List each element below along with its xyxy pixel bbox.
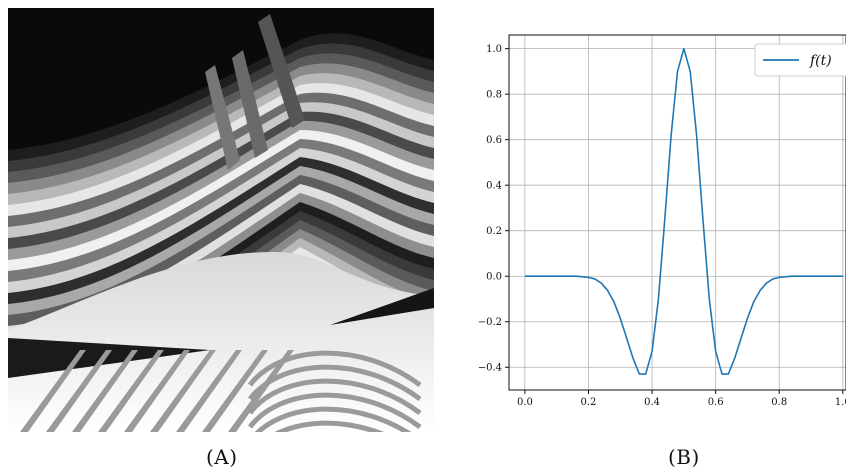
sediment-layer xyxy=(8,92,434,230)
series-line-f-t xyxy=(524,47,843,375)
line-chart: 0.0 0.2 0.4 0.6 0.8 1.0 −0.4 −0.2 0.0 0.2 0.4 0.6 0.… xyxy=(478,34,846,408)
y-tick-label: 1.0 xyxy=(486,44,502,55)
x-tick-label: 0.8 xyxy=(771,397,787,408)
sediment-layer xyxy=(8,33,434,165)
arc-stripe xyxy=(274,420,385,432)
y-tick-label: 0.0 xyxy=(486,272,502,283)
y-tick-label: 0.8 xyxy=(486,90,502,101)
sediment-layer xyxy=(8,130,434,274)
sediment-layer xyxy=(8,139,434,285)
sediment-layer xyxy=(8,102,434,241)
dark-wedge-left xyxy=(8,338,210,378)
stripe xyxy=(98,350,164,432)
y-tick-label: −0.2 xyxy=(478,317,502,328)
salt-dome xyxy=(8,251,434,432)
fault-spike-2 xyxy=(232,50,268,158)
arc-stripe xyxy=(248,350,422,388)
sediment-layer xyxy=(8,111,434,252)
x-tick-label: 0.0 xyxy=(517,397,533,408)
plot-frame xyxy=(508,34,846,391)
stripe xyxy=(72,350,138,432)
sediment-layer xyxy=(8,53,434,186)
fault-spike-1 xyxy=(205,65,240,170)
stripe xyxy=(202,350,268,432)
legend: f(t) xyxy=(754,43,846,77)
panel-b-caption: (B) xyxy=(668,445,700,469)
x-tick-label: 0.6 xyxy=(708,397,724,408)
fault-spike-3 xyxy=(258,14,305,128)
lower-stripes xyxy=(20,350,422,432)
stripe xyxy=(46,350,112,432)
y-tick-label: −0.4 xyxy=(478,363,502,374)
x-tick-label: 0.2 xyxy=(581,397,597,408)
stripe xyxy=(176,350,242,432)
y-tick-label: 0.4 xyxy=(486,181,502,192)
x-tick-label: 1.0 xyxy=(835,397,846,408)
legend-label: f(t) xyxy=(809,53,832,69)
sediment-layer xyxy=(8,73,434,208)
stripe xyxy=(228,350,294,432)
sediment-layer xyxy=(8,82,434,220)
y-tick-label: 0.6 xyxy=(486,135,502,146)
dark-wedge-right xyxy=(330,288,434,325)
velocity-model-image xyxy=(8,8,434,432)
arc-stripe xyxy=(248,378,422,416)
stripe xyxy=(150,350,216,432)
arc-stripe xyxy=(248,392,422,430)
sediment-layer xyxy=(8,43,434,175)
sediment-layer xyxy=(8,166,434,318)
stripe xyxy=(124,350,190,432)
sediment-layer xyxy=(8,120,434,263)
y-tick-label: 0.2 xyxy=(486,226,502,237)
arc-stripe xyxy=(254,406,412,432)
x-tick-label: 0.4 xyxy=(644,397,660,408)
chart-grid xyxy=(509,35,846,390)
panel-a-caption: (A) xyxy=(206,445,238,469)
sediment-layer xyxy=(8,157,434,307)
stripe xyxy=(20,350,86,432)
arc-stripe xyxy=(248,364,422,402)
axis-ticks: 0.0 0.2 0.4 0.6 0.8 1.0 −0.4 −0.2 0.0 0.2 0.4 0.6 0.… xyxy=(478,44,846,408)
sediment-layer xyxy=(8,148,434,296)
sediment-layer xyxy=(8,63,434,198)
legend-box xyxy=(754,43,846,77)
